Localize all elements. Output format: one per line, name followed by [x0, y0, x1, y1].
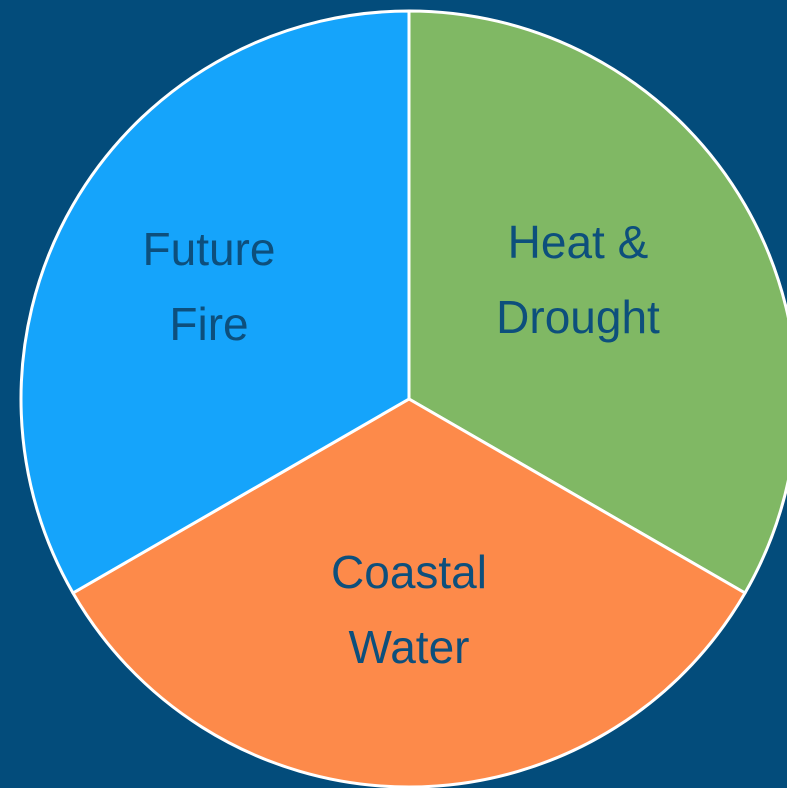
segment-label-line: Heat & — [508, 216, 649, 268]
segment-label-line: Future — [143, 223, 276, 275]
segment-future-fire — [19, 9, 411, 595]
segment-label-line: Water — [349, 621, 470, 673]
segment-label-line: Drought — [496, 291, 660, 343]
segment-label-line: Fire — [169, 298, 248, 350]
segment-label-line: Coastal — [331, 546, 487, 598]
